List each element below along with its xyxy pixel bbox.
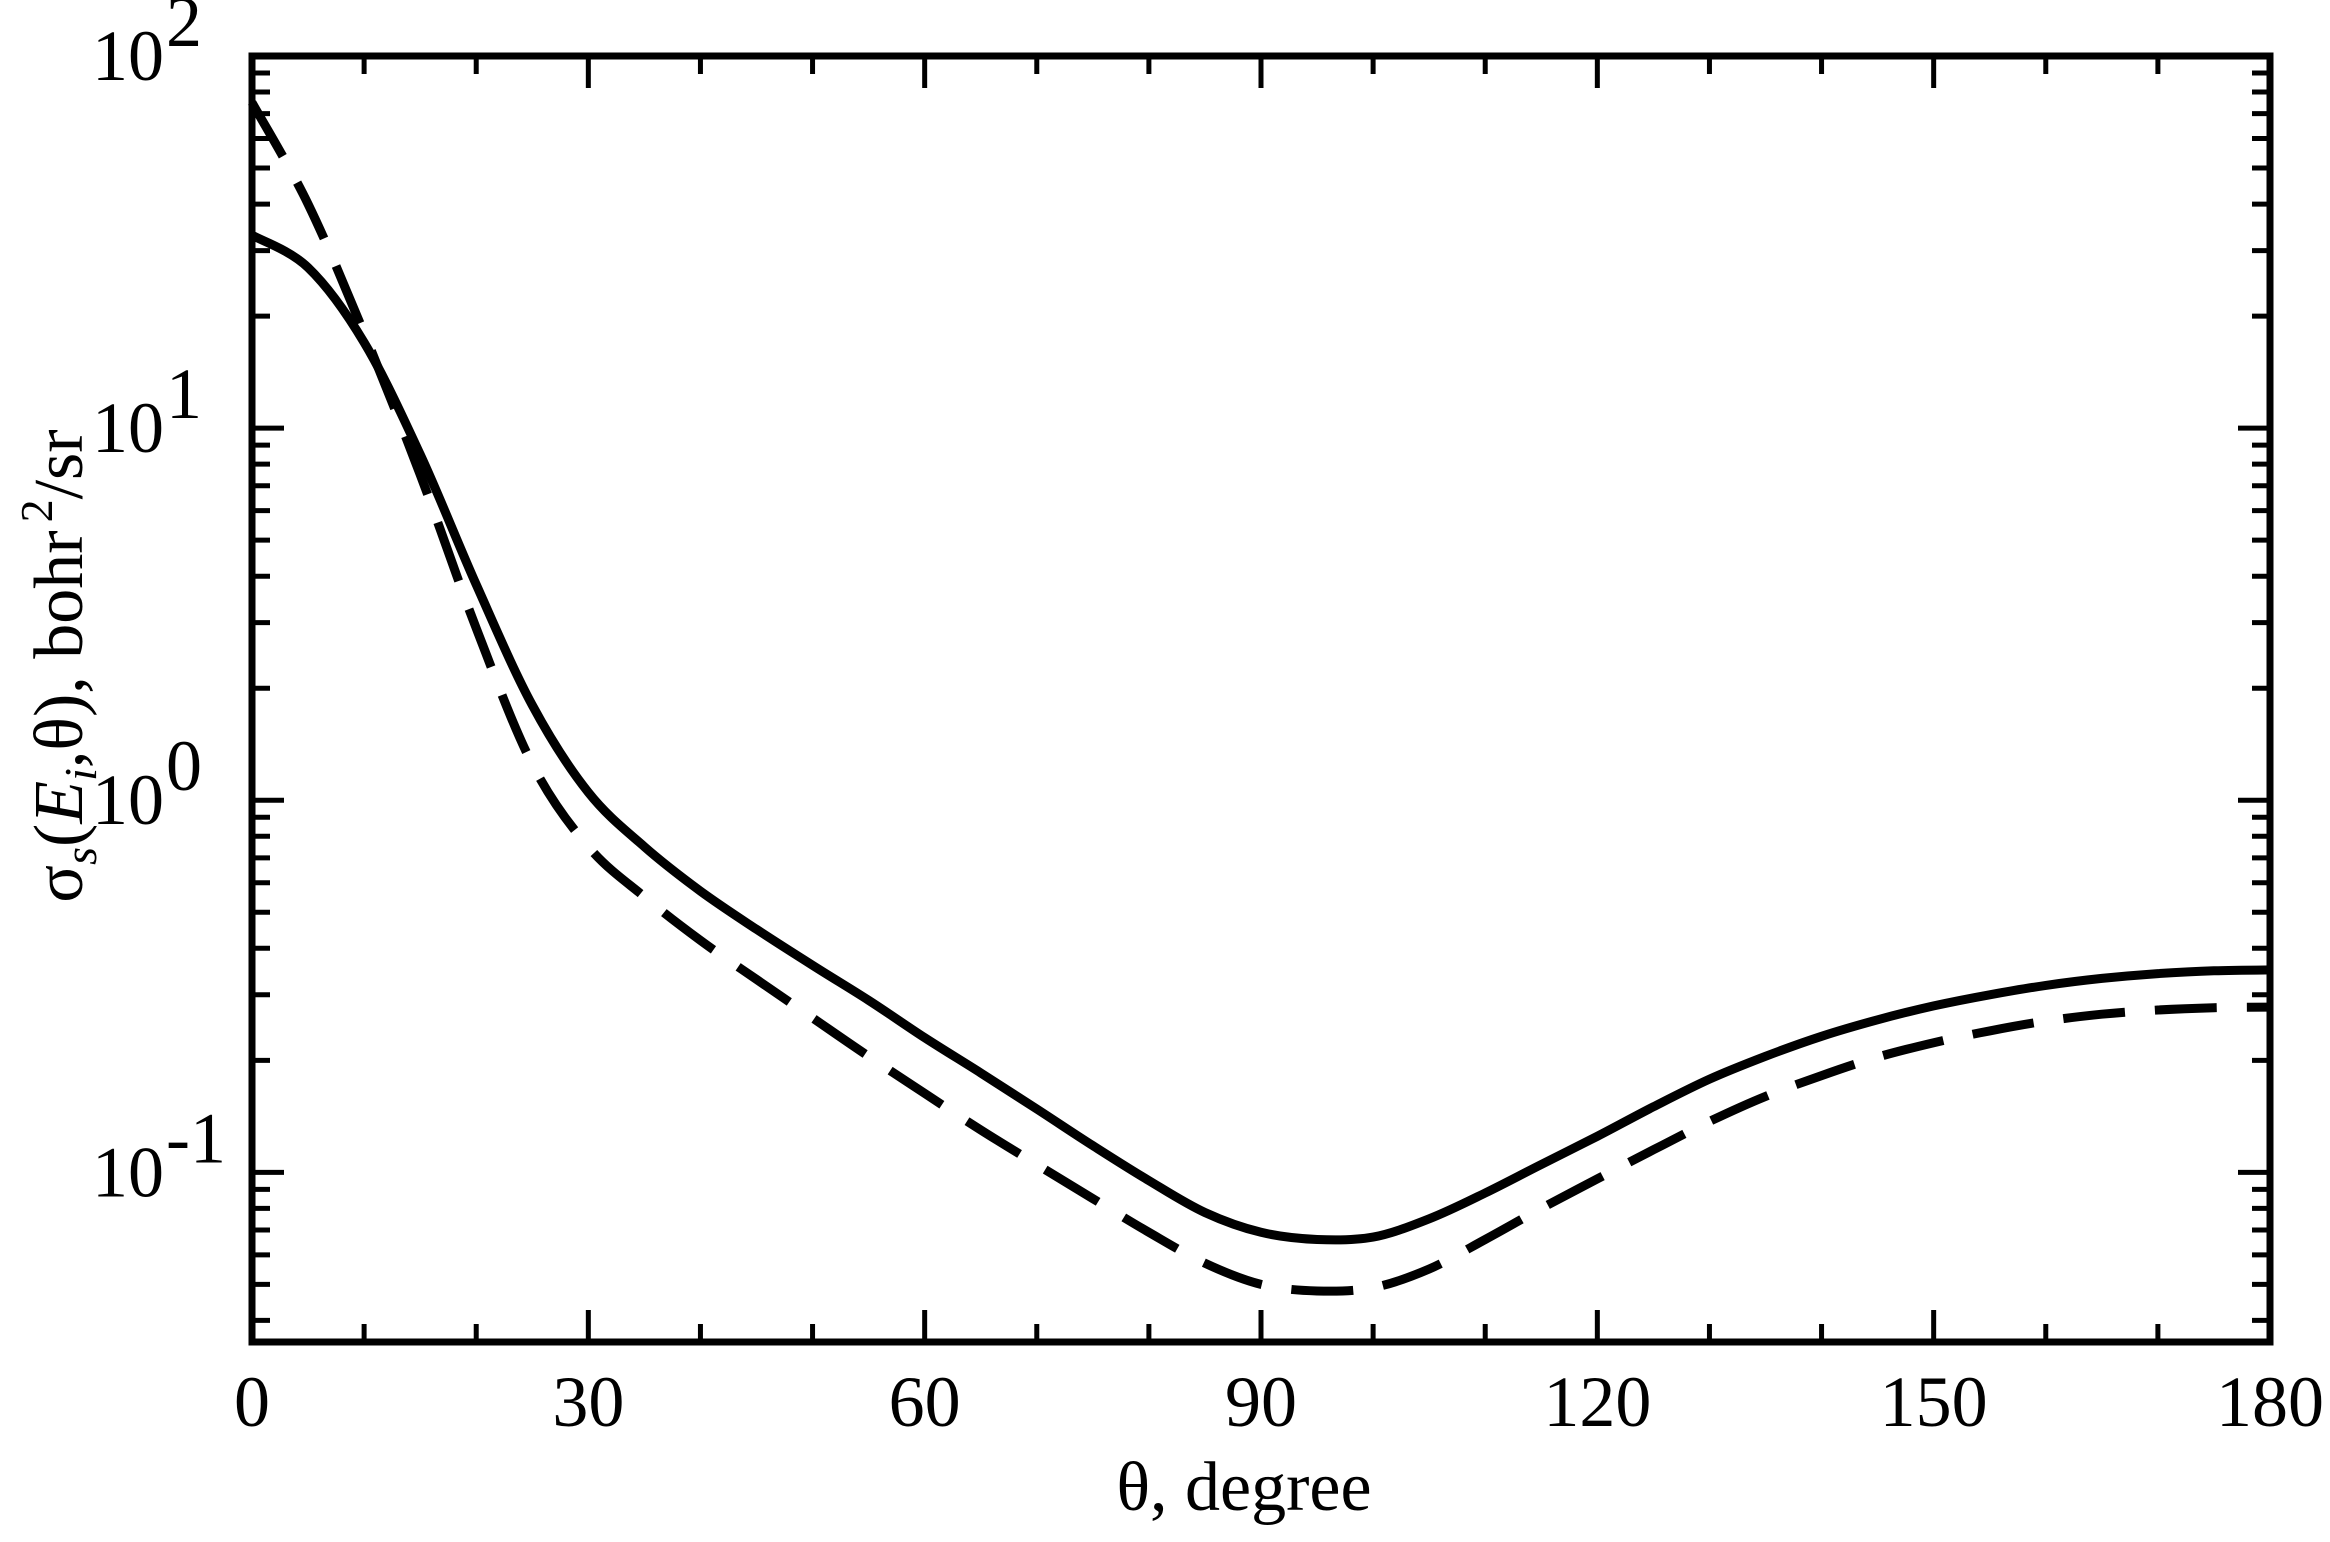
x-tick-label: 120: [1543, 1362, 1651, 1442]
y-tick-exponent: 2: [166, 0, 202, 62]
y-tick-exponent: 1: [166, 354, 202, 434]
x-tick-label: 150: [1880, 1362, 1988, 1442]
x-tick-label: 60: [889, 1362, 961, 1442]
plot-frame: [248, 52, 2274, 1346]
y-label-sigma: σ: [21, 865, 98, 903]
y-label-E-sub: i: [55, 768, 106, 781]
y-axis-label: σs(Ei,θ), bohr 2/sr: [11, 429, 106, 902]
dashed-series-line: [248, 100, 2271, 1296]
x-tick-label: 90: [1225, 1362, 1297, 1442]
x-tick-labels: 0 30 60 90 120 150 180: [234, 1362, 2324, 1442]
y-label-open: (: [21, 824, 98, 847]
y-label-sigma-sub: s: [55, 847, 106, 865]
x-tick-label: 30: [552, 1362, 624, 1442]
y-tick-label: 10: [92, 1132, 164, 1212]
y-tick-label: 10: [92, 760, 164, 840]
x-axis-label: θ, degree: [1116, 1449, 1371, 1526]
series-layer: [248, 100, 2271, 1296]
y-label-rest: ,θ), bohr: [21, 530, 98, 768]
y-tick-exponent: -1: [166, 1098, 226, 1178]
y-label-unit-tail: /sr: [21, 429, 98, 499]
y-tick-exponent: 0: [166, 726, 202, 806]
y-label-E: E: [21, 781, 98, 825]
y-tick-label: 10: [92, 388, 164, 468]
x-tick-label: 0: [234, 1362, 270, 1442]
y-label-sup: 2: [11, 499, 62, 522]
solid-series-line: [249, 231, 2271, 1245]
x-tick-label: 180: [2216, 1362, 2324, 1442]
y-tick-label: 10: [92, 16, 164, 96]
